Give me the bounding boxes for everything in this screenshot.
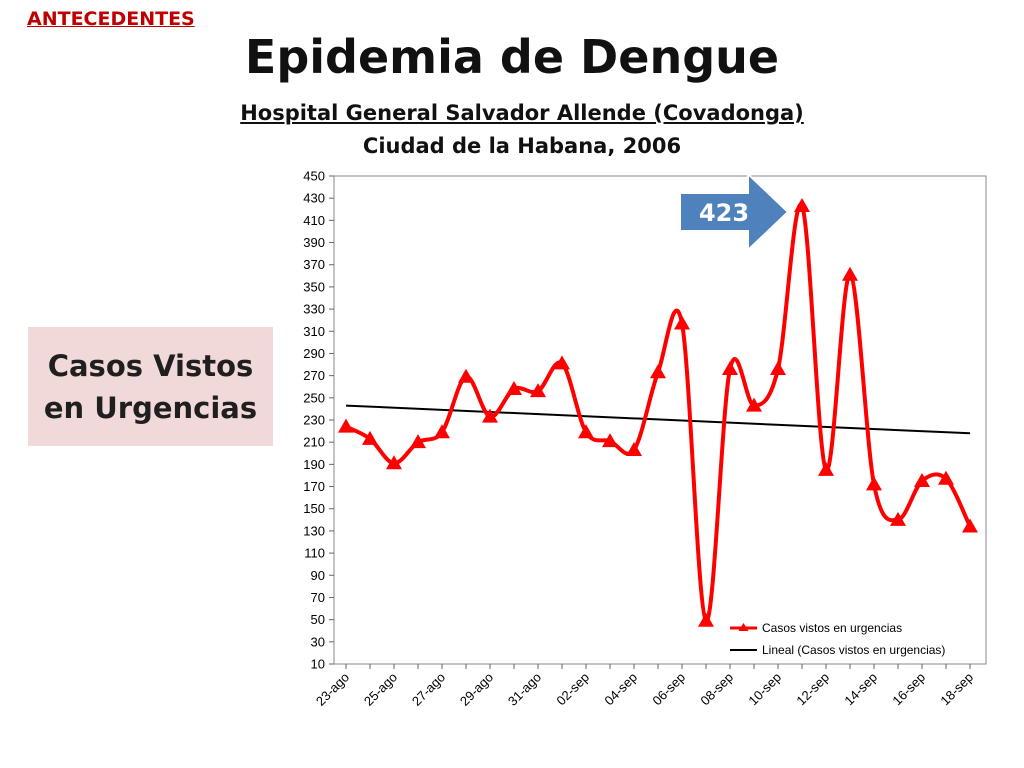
data-point-marker [362, 430, 378, 445]
y-tick-label: 430 [303, 191, 325, 206]
callout-value: 423 [699, 199, 749, 227]
legend: Casos vistos en urgencias Lineal (Casos v… [730, 621, 945, 657]
x-tick-label: 16-sep [889, 670, 928, 709]
legend-marker-casos [738, 623, 749, 631]
data-point-marker [938, 470, 954, 485]
x-tick-label: 04-sep [601, 670, 640, 709]
x-tick-label: 18-sep [937, 670, 976, 709]
data-point-marker [698, 612, 714, 627]
legend-label-casos: Casos vistos en urgencias [762, 621, 902, 635]
data-point-marker [770, 360, 786, 375]
metric-label-line2: en Urgencias [43, 390, 258, 425]
x-tick-label: 10-sep [745, 670, 784, 709]
data-point-marker [890, 511, 906, 526]
y-tick-label: 250 [303, 390, 325, 405]
data-point-marker [506, 380, 522, 395]
metric-label-box: Casos Vistos en Urgencias [28, 327, 273, 446]
y-tick-label: 230 [303, 413, 325, 428]
y-tick-label: 410 [303, 213, 325, 228]
y-tick-label: 390 [303, 235, 325, 250]
y-axis: 10 30 50 70 90 110 130 150 170 190 210 230 250 270 290… [303, 169, 334, 672]
y-tick-label: 30 [311, 634, 325, 649]
data-point-marker [530, 383, 546, 398]
data-point-marker [626, 441, 642, 456]
y-tick-label: 290 [303, 346, 325, 361]
x-tick-label: 25-ago [361, 670, 400, 709]
x-tick-label: 27-ago [409, 670, 448, 709]
y-tick-label: 450 [303, 169, 325, 184]
x-tick-label: 08-sep [697, 670, 736, 709]
y-tick-label: 190 [303, 457, 325, 472]
data-point-marker [818, 461, 834, 476]
data-point-marker [722, 360, 738, 375]
series-layer [338, 197, 978, 627]
y-tick-label: 10 [311, 657, 325, 672]
y-tick-label: 170 [303, 479, 325, 494]
x-tick-label: 06-sep [649, 670, 688, 709]
data-point-marker [866, 476, 882, 491]
y-tick-label: 370 [303, 257, 325, 272]
data-point-marker [914, 473, 930, 487]
callout-arrow-shape [679, 171, 790, 253]
data-point-marker [962, 518, 978, 533]
data-point-marker [746, 397, 762, 412]
page-title: Epidemia de Dengue [244, 30, 780, 84]
x-tick-label: 12-sep [793, 670, 832, 709]
subtitle-location: Ciudad de la Habana, 2006 [362, 134, 682, 158]
x-tick-label: 14-sep [841, 670, 880, 709]
x-tick-label: 23-ago [313, 670, 352, 709]
y-tick-label: 90 [311, 568, 325, 583]
metric-label-line1: Casos Vistos [47, 348, 254, 383]
data-point-marker [602, 433, 618, 448]
y-tick-label: 270 [303, 368, 325, 383]
y-tick-label: 150 [303, 501, 325, 516]
subtitle-hospital: Hospital General Salvador Allende (Covad… [240, 101, 804, 125]
data-point-marker [578, 424, 594, 439]
legend-label-trend: Lineal (Casos vistos en urgencias) [762, 643, 945, 657]
section-label: ANTECEDENTES [27, 8, 195, 30]
y-tick-label: 310 [303, 324, 325, 339]
x-tick-label: 31-ago [505, 670, 544, 709]
data-point-marker [842, 266, 858, 281]
y-tick-label: 70 [311, 590, 325, 605]
data-point-marker [554, 355, 570, 370]
data-point-marker [794, 197, 810, 212]
x-axis: 23-ago 25-ago 27-ago 29-ago 31-ago 02-sep 04-s… [313, 664, 976, 709]
data-point-marker [338, 418, 354, 433]
x-tick-label: 02-sep [553, 670, 592, 709]
x-tick-label: 29-ago [457, 670, 496, 709]
data-point-marker [674, 315, 690, 330]
y-tick-label: 130 [303, 523, 325, 538]
y-tick-label: 210 [303, 435, 325, 450]
data-point-marker [482, 408, 498, 423]
data-point-marker [650, 364, 666, 379]
peak-callout: 423 [679, 171, 790, 253]
y-tick-label: 330 [303, 302, 325, 317]
y-tick-label: 110 [304, 546, 325, 561]
data-point-marker [458, 368, 474, 383]
data-point-marker [386, 455, 402, 470]
data-point-marker [434, 424, 450, 439]
y-tick-label: 350 [303, 279, 325, 294]
data-point-marker [410, 434, 426, 449]
y-tick-label: 50 [311, 612, 325, 627]
